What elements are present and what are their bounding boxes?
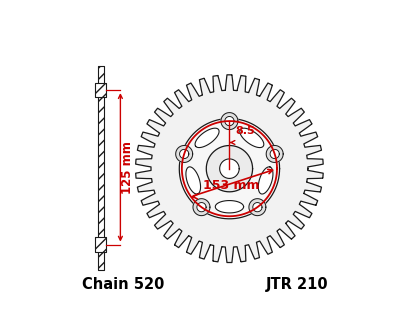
Polygon shape [266, 146, 283, 162]
Bar [98, 66, 104, 270]
Polygon shape [179, 119, 280, 219]
Polygon shape [240, 128, 264, 148]
Text: 8.5: 8.5 [236, 126, 256, 136]
Polygon shape [176, 146, 193, 162]
Polygon shape [249, 199, 266, 216]
Polygon shape [225, 117, 234, 126]
Polygon shape [193, 199, 210, 216]
Polygon shape [197, 202, 206, 212]
Bar [96, 237, 106, 252]
Polygon shape [258, 167, 273, 194]
Polygon shape [221, 113, 238, 130]
Polygon shape [136, 75, 323, 263]
Text: 153 mm: 153 mm [203, 179, 260, 192]
Polygon shape [253, 202, 262, 212]
Polygon shape [195, 128, 219, 148]
Polygon shape [180, 149, 189, 159]
Text: 125 mm: 125 mm [121, 141, 134, 194]
Polygon shape [215, 200, 244, 213]
Polygon shape [186, 167, 200, 194]
Text: JTR 210: JTR 210 [266, 277, 328, 292]
Polygon shape [206, 146, 252, 192]
Bar [96, 83, 106, 97]
Polygon shape [220, 159, 239, 178]
Text: Chain 520: Chain 520 [82, 277, 164, 292]
Polygon shape [270, 149, 279, 159]
